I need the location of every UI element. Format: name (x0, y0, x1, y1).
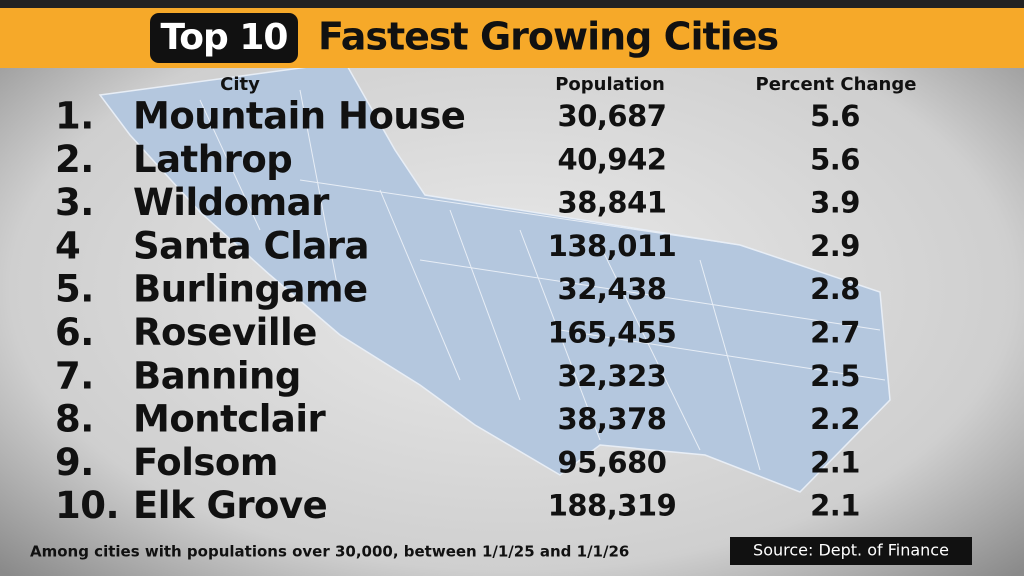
city: Folsom (133, 441, 278, 484)
percent-change: 2.1 (810, 489, 860, 523)
population: 30,687 (558, 99, 667, 133)
city: Roseville (133, 311, 317, 354)
population: 40,942 (558, 142, 667, 176)
percent-change: 2.1 (810, 445, 860, 479)
population: 32,438 (558, 272, 667, 306)
city: Banning (133, 354, 301, 397)
city: Mountain House (133, 95, 465, 138)
percent-change: 5.6 (810, 142, 860, 176)
population: 38,378 (558, 402, 667, 436)
percent-change: 3.9 (810, 186, 860, 220)
california-map (98, 61, 891, 493)
title: Fastest Growing Cities (318, 15, 778, 59)
population: 188,319 (548, 489, 677, 523)
percent-change: 2.8 (810, 272, 860, 306)
table-body: 1. Mountain House 30,687 5.6 2. Lathrop 40,942… (55, 95, 860, 528)
percent-change: 2.9 (810, 229, 860, 263)
rank: 8. (55, 398, 94, 441)
column-header: City (220, 74, 260, 95)
rank: 3. (55, 181, 94, 224)
rank: 4 (55, 224, 80, 267)
source-box (730, 537, 972, 565)
footnote: Among cities with populations over 30,00… (30, 543, 629, 561)
percent-change: 2.2 (810, 402, 860, 436)
badge: Top 10 (161, 17, 288, 58)
population: 32,323 (558, 359, 667, 393)
percent-change: 5.6 (810, 99, 860, 133)
rank: 7. (55, 354, 94, 397)
population: 95,680 (558, 445, 667, 479)
top-strip (0, 0, 1024, 8)
population: 165,455 (548, 316, 677, 350)
badge-box (150, 13, 298, 63)
rank: 6. (55, 311, 94, 354)
city: Elk Grove (133, 484, 327, 527)
column-header: Percent Change (756, 74, 917, 95)
source: Source: Dept. of Finance (753, 541, 949, 560)
city: Lathrop (133, 138, 292, 181)
county-lines (199, 89, 886, 471)
city: Burlingame (133, 268, 368, 311)
population: 38,841 (558, 186, 667, 220)
rank: 9. (55, 441, 94, 484)
rank: 1. (55, 95, 94, 138)
city: Wildomar (133, 181, 330, 224)
rank: 10. (55, 484, 119, 527)
percent-change: 2.5 (810, 359, 860, 393)
city: Santa Clara (133, 224, 369, 267)
percent-change: 2.7 (810, 316, 860, 350)
column-header: Population (555, 74, 665, 95)
rank: 5. (55, 268, 94, 311)
rank: 2. (55, 138, 94, 181)
population: 138,011 (548, 229, 677, 263)
city: Montclair (133, 398, 327, 441)
